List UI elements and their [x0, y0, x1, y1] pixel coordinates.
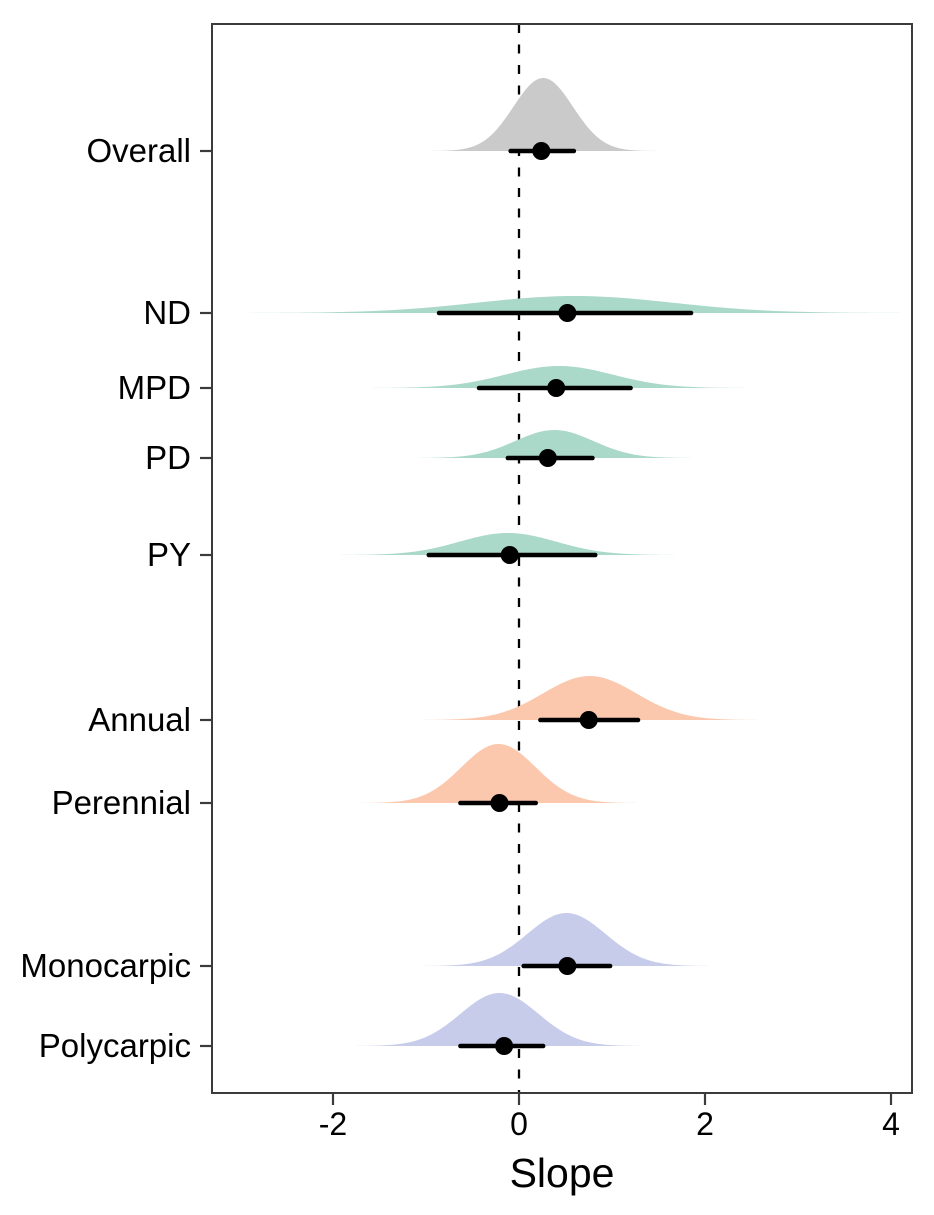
svg-text:PD: PD [145, 439, 191, 476]
svg-text:Monocarpic: Monocarpic [20, 947, 191, 984]
svg-text:Polycarpic: Polycarpic [39, 1027, 191, 1064]
svg-text:2: 2 [696, 1106, 714, 1142]
svg-text:Annual: Annual [88, 701, 191, 738]
svg-text:MPD: MPD [118, 369, 191, 406]
svg-text:ND: ND [143, 294, 191, 331]
svg-text:-2: -2 [319, 1106, 347, 1142]
svg-text:Slope: Slope [510, 1150, 615, 1196]
svg-text:Overall: Overall [86, 132, 191, 169]
svg-text:0: 0 [510, 1106, 528, 1142]
svg-text:Perennial: Perennial [52, 784, 191, 821]
svg-text:PY: PY [147, 536, 191, 573]
svg-text:4: 4 [882, 1106, 900, 1142]
